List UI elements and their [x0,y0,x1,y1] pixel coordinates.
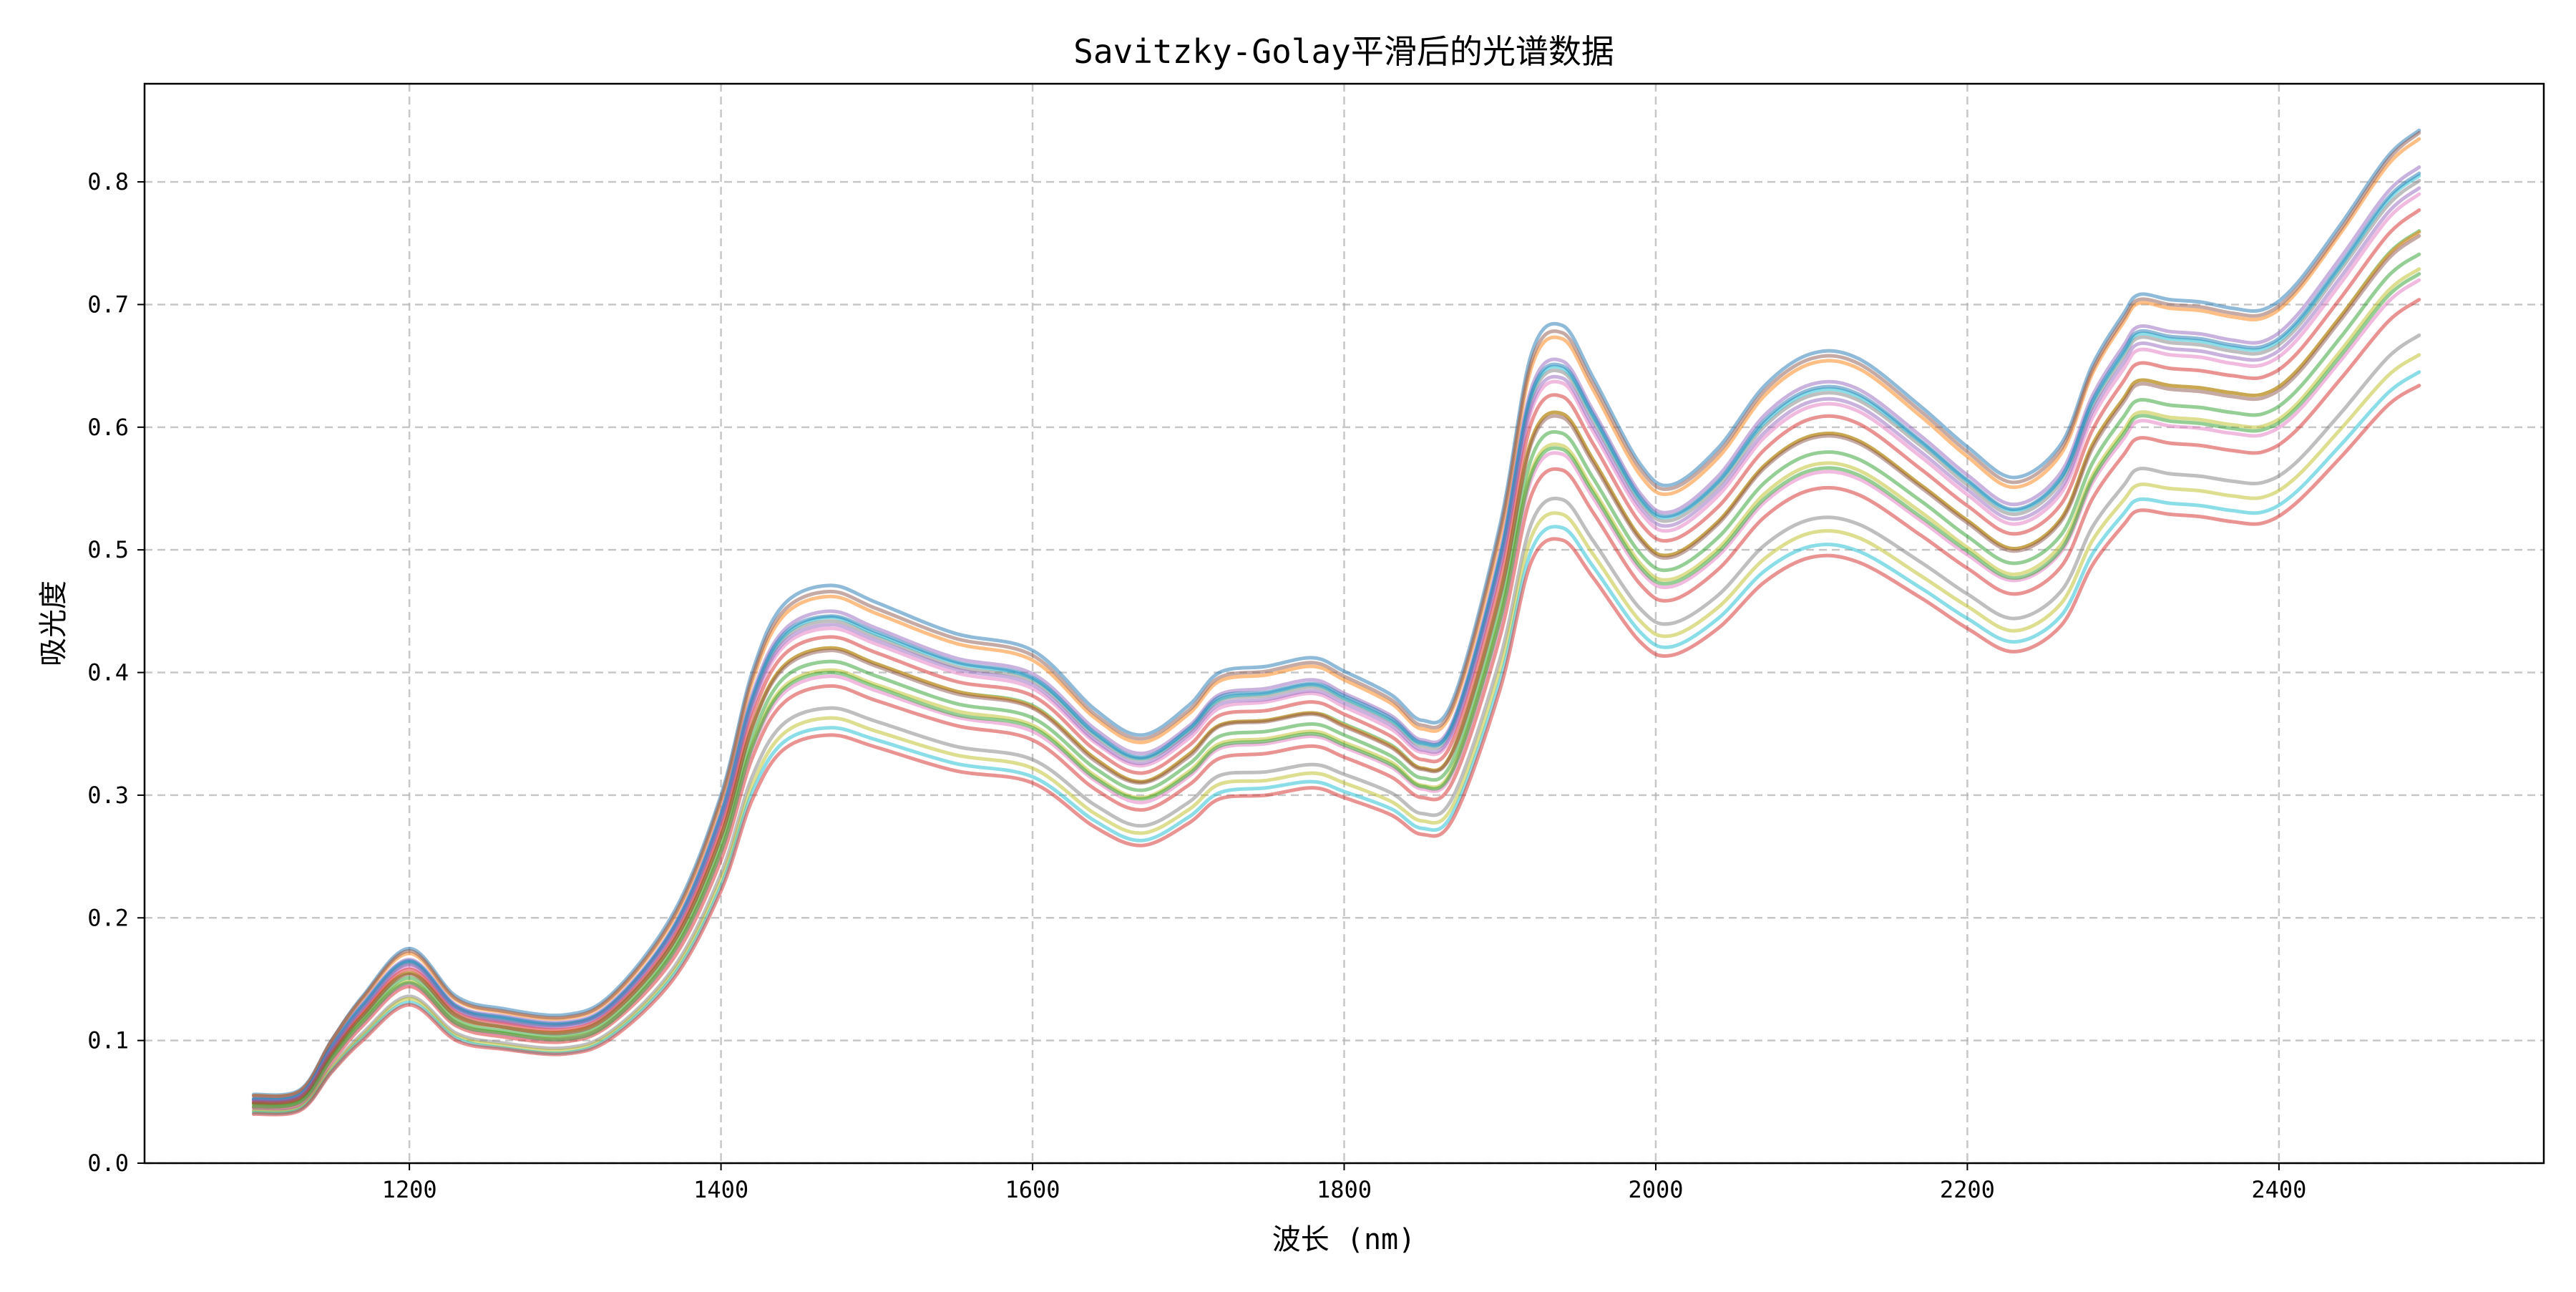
x-axis-title: 波长 (nm) [1272,1223,1415,1256]
y-tick-label: 0.4 [87,659,129,686]
y-tick-label: 0.0 [87,1150,129,1177]
spectrum-line-21 [251,384,2421,1117]
x-tick-label: 1600 [1005,1176,1060,1203]
x-tick-label: 2400 [2251,1176,2306,1203]
spectrum-line-15 [251,186,2421,1103]
x-tick-label: 1400 [693,1176,748,1203]
y-axis-title: 吸光度 [37,581,70,666]
y-tick-label: 0.6 [87,414,129,441]
spectrum-line-16 [251,234,2421,1105]
spectrum-line-1 [251,128,2421,1097]
y-tick-label: 0.2 [87,904,129,931]
y-tick-label: 0.3 [87,782,129,809]
spectrum-line-14 [251,208,2421,1104]
spectrum-line-22 [251,272,2421,1109]
x-tick-label: 2200 [1940,1176,1995,1203]
x-tick-label: 1800 [1317,1176,1372,1203]
x-tick-label: 2000 [1628,1176,1683,1203]
spectrum-line-11 [251,171,2421,1102]
y-tick-label: 0.8 [87,168,129,195]
y-tick-label: 0.7 [87,291,129,318]
y-tick-label: 0.5 [87,536,129,563]
spectrum-line-19 [251,353,2421,1114]
chart-title: Savitzky-Golay平滑后的光谱数据 [1073,32,1614,71]
plot-lines [251,128,2421,1117]
spectrum-line-18 [251,333,2421,1113]
spectrum-line-4 [251,298,2421,1111]
spectrum-line-20 [251,370,2421,1115]
spectrum-line-13 [251,252,2421,1107]
x-tick-label: 1200 [382,1176,437,1203]
axis-ticks: 1200 1400 1600 1800 2000 2200 2400 0.0 0.1 0.2 0.3… [87,168,2306,1203]
spectrum-line-6 [251,131,2421,1099]
y-tick-label: 0.1 [87,1027,129,1054]
